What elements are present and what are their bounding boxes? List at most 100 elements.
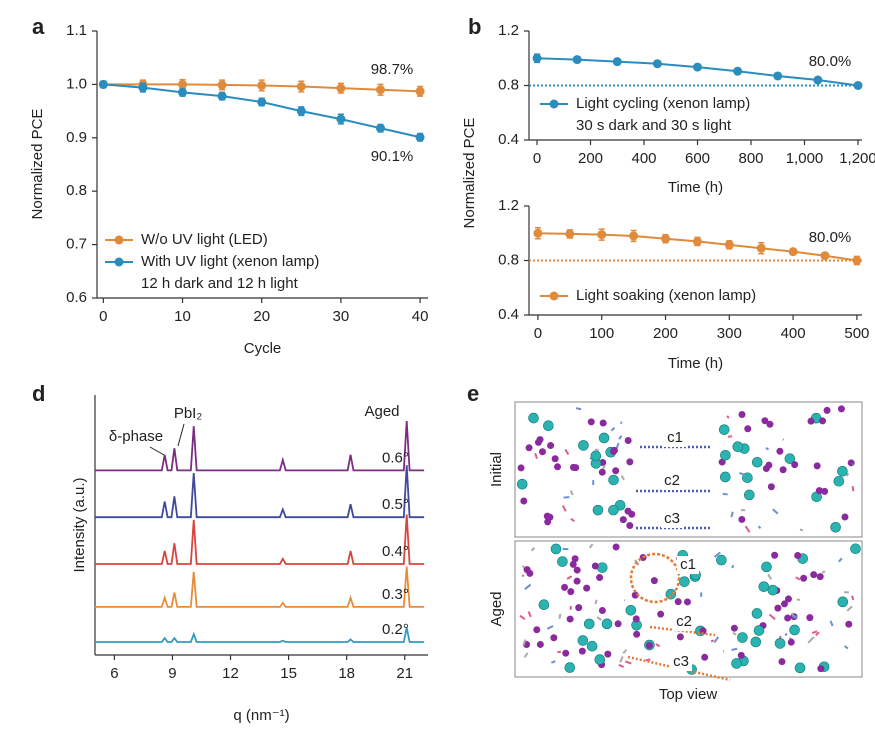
legend-label: With UV light (xenon lamp) — [141, 253, 319, 270]
atom-i — [780, 466, 787, 473]
molecule — [523, 565, 524, 567]
row-label: Aged — [488, 591, 505, 626]
atom-i — [570, 561, 577, 568]
data-point — [725, 240, 734, 249]
molecule — [727, 416, 729, 418]
data-point — [693, 237, 702, 246]
x-tick-label: 21 — [396, 665, 413, 682]
data-point — [757, 244, 766, 253]
atom-i — [776, 448, 783, 455]
x-tick-label: 1,000 — [786, 150, 824, 167]
atom-i — [794, 552, 801, 559]
atom-i — [806, 614, 813, 621]
atom-i — [739, 411, 746, 418]
atom-i — [765, 462, 772, 469]
data-point — [613, 57, 622, 66]
atom-i — [684, 598, 691, 605]
atom-pb — [591, 451, 601, 461]
atom-i — [554, 463, 561, 470]
data-point — [789, 247, 798, 256]
data-point — [138, 83, 147, 92]
annotation: PbI₂ — [174, 405, 203, 422]
atom-pb — [768, 585, 778, 595]
atom-i — [552, 455, 559, 462]
series-label: 0.2° — [382, 621, 409, 638]
data-point — [376, 85, 385, 94]
atom-pb — [752, 608, 762, 618]
atom-i — [567, 588, 574, 595]
data-point — [297, 82, 306, 91]
atom-i — [784, 615, 791, 622]
atom-i — [583, 585, 590, 592]
x-tick-label: 12 — [222, 665, 239, 682]
atom-i — [526, 570, 533, 577]
atom-i — [539, 448, 546, 455]
data-point — [533, 229, 542, 238]
atom-pb — [587, 641, 597, 651]
atom-i — [778, 658, 785, 665]
legend-marker — [115, 258, 124, 267]
molecule — [731, 512, 732, 517]
atom-i — [537, 436, 544, 443]
y-tick-label: 0.7 — [66, 236, 87, 253]
atom-i — [848, 459, 855, 466]
caption: Top view — [659, 686, 718, 703]
data-point — [573, 55, 582, 64]
data-point — [693, 63, 702, 72]
atom-i — [592, 562, 599, 569]
bond-label: c1 — [680, 556, 696, 573]
atom-pb — [775, 638, 785, 648]
x-axis-label: Time (h) — [668, 355, 723, 372]
atom-i — [533, 626, 540, 633]
molecule — [853, 486, 854, 491]
atom-pb — [543, 421, 553, 431]
atom-i — [744, 425, 751, 432]
series-line — [95, 567, 424, 607]
atom-i — [824, 407, 831, 414]
molecule — [522, 575, 524, 576]
atom-i — [520, 498, 527, 505]
atom-pb — [851, 544, 861, 554]
y-tick-label: 0.8 — [498, 76, 519, 93]
data-point — [629, 231, 638, 240]
panel-letter: d — [32, 381, 45, 406]
atom-i — [579, 648, 586, 655]
atom-pb — [609, 475, 619, 485]
atom-i — [814, 462, 821, 469]
atom-i — [731, 625, 738, 632]
atom-i — [613, 544, 620, 551]
x-tick-label: 9 — [168, 665, 176, 682]
atom-i — [701, 654, 708, 661]
atom-i — [657, 611, 664, 618]
atom-i — [575, 604, 582, 611]
molecule — [595, 449, 599, 450]
atom-i — [537, 641, 544, 648]
bond-label: c1 — [667, 429, 683, 446]
legend-marker — [550, 292, 559, 301]
bond-label: c3 — [673, 653, 689, 670]
molecule — [797, 599, 800, 600]
annotation: 80.0% — [809, 229, 852, 246]
panel-letter: e — [467, 381, 479, 406]
data-point — [661, 234, 670, 243]
legend-label: Light cycling (xenon lamp) — [576, 95, 750, 112]
molecule — [758, 526, 760, 528]
molecule — [711, 640, 714, 641]
molecule — [723, 494, 728, 495]
atom-pb — [565, 663, 575, 673]
data-point — [257, 98, 266, 107]
atom-pb — [751, 637, 761, 647]
x-tick-label: 6 — [110, 665, 118, 682]
atom-pb — [597, 563, 607, 573]
x-tick-label: 0 — [533, 150, 541, 167]
legend-label: Light soaking (xenon lamp) — [576, 287, 756, 304]
atom-pb — [716, 555, 726, 565]
data-point — [336, 84, 345, 93]
atom-pb — [539, 600, 549, 610]
x-axis-label: Cycle — [244, 340, 282, 357]
atom-pb — [790, 625, 800, 635]
x-tick-label: 600 — [685, 150, 710, 167]
